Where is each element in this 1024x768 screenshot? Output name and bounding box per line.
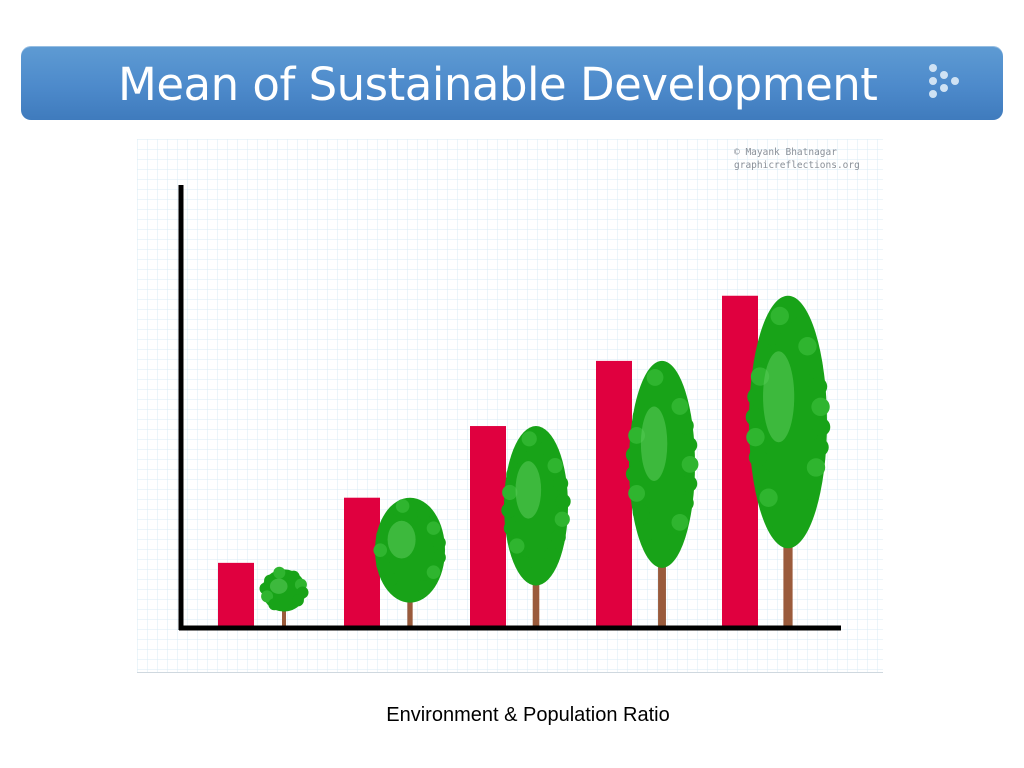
bar-tree-chart: © Mayank Bhatnagar graphicreflections.or…: [137, 139, 883, 673]
tree-leaf-cluster: [806, 458, 826, 477]
credit-line-1: © Mayank Bhatnagar: [734, 147, 837, 158]
tree-leaf-cluster: [376, 528, 390, 543]
tree-leaf-cluster: [676, 417, 694, 435]
tree-leaf-cluster: [521, 431, 537, 447]
tree-leaf-cluster: [628, 427, 646, 444]
tree-leaf-cluster: [759, 488, 778, 507]
tree-leaf-cluster: [753, 468, 772, 487]
figure-caption: Environment & Population Ratio: [386, 704, 670, 726]
tree-leaf-cluster: [512, 449, 529, 465]
tree-leaf-cluster: [681, 455, 699, 473]
tree-leaf-cluster: [287, 570, 300, 583]
tree-leaf-cluster: [762, 326, 782, 346]
bar-4: [596, 360, 632, 628]
tree-highlight: [269, 578, 288, 594]
tree-leaf-cluster: [384, 572, 398, 587]
tree-leaf-cluster: [798, 337, 817, 356]
tree-leaf-cluster: [373, 543, 388, 557]
tree-highlight: [515, 461, 542, 519]
credit-line-2: graphicreflections.org: [734, 160, 860, 171]
tree-leaf-cluster: [680, 475, 698, 493]
tree-leaf-cluster: [808, 377, 828, 396]
tree-3: [501, 426, 571, 628]
tree-leaf-cluster: [416, 506, 431, 521]
tree-highlight: [387, 520, 416, 559]
tree-leaf-cluster: [639, 388, 656, 406]
tree-leaf-cluster: [791, 316, 810, 336]
tree-leaf-cluster: [639, 523, 656, 541]
tree-1: [259, 566, 309, 628]
tree-leaf-cluster: [395, 499, 410, 513]
tree-leaf-cluster: [426, 521, 441, 535]
tree-leaf-cluster: [376, 558, 390, 572]
tree-leaf-cluster: [416, 580, 431, 594]
bar-3: [470, 426, 506, 628]
tree-leaf-cluster: [804, 357, 823, 376]
title-decoration-icon: [929, 64, 959, 98]
tree-leaf-cluster: [625, 446, 643, 464]
tree-leaf-cluster: [680, 436, 698, 454]
tree-leaf-cluster: [770, 306, 789, 326]
tree-leaf-cluster: [502, 484, 518, 501]
tree-leaf-cluster: [432, 536, 446, 550]
tree-leaf-cluster: [268, 598, 281, 611]
bar-2: [344, 497, 380, 628]
tree-leaf-cluster: [664, 378, 682, 396]
tree-leaf-cluster: [503, 520, 519, 536]
tree-leaf-cluster: [766, 508, 785, 528]
tree-leaf-cluster: [748, 448, 768, 467]
tree-leaf-cluster: [555, 493, 571, 509]
tree-leaf-cluster: [745, 407, 765, 427]
tree-leaf-cluster: [543, 547, 560, 563]
tree-leaf-cluster: [539, 440, 555, 456]
tree-leaf-cluster: [676, 494, 694, 512]
tree-leaf-cluster: [671, 513, 689, 531]
tree-highlight: [763, 351, 795, 443]
tree-leaf-cluster: [509, 538, 525, 554]
tree-leaf-cluster: [664, 533, 682, 551]
bar-1: [218, 562, 254, 628]
tree-leaf-cluster: [426, 565, 441, 579]
tree-leaf-cluster: [632, 504, 650, 522]
tree-leaf-cluster: [671, 398, 689, 415]
tree-leaf-cluster: [810, 438, 829, 457]
tree-leaf-cluster: [501, 502, 517, 518]
tree-leaf-cluster: [553, 475, 569, 492]
tree-leaf-cluster: [625, 465, 643, 483]
tree-leaf-cluster: [517, 556, 533, 572]
tree-leaf-cluster: [801, 478, 820, 497]
tree-leaf-cluster: [794, 498, 814, 518]
tree-leaf-cluster: [550, 529, 566, 545]
tree-leaf-cluster: [273, 566, 286, 579]
tree-leaf-cluster: [554, 511, 570, 527]
tree-leaf-cluster: [547, 458, 563, 474]
tree-5: [745, 295, 831, 628]
tree-highlight: [640, 406, 668, 481]
title-banner: [21, 46, 1003, 120]
slide-title: Mean of Sustainable Development: [118, 58, 878, 111]
tree-leaf-cluster: [291, 594, 304, 607]
tree-leaf-cluster: [432, 550, 446, 565]
tree-leaf-cluster: [628, 484, 646, 502]
tree-leaf-cluster: [746, 427, 765, 447]
tree-2: [373, 497, 446, 628]
tree-leaf-cluster: [261, 590, 274, 603]
tree-leaf-cluster: [646, 369, 664, 386]
tree-leaf-cluster: [811, 417, 831, 437]
tree-leaf-cluster: [747, 387, 766, 406]
tree-leaf-cluster: [811, 397, 830, 417]
tree-4: [625, 360, 699, 628]
